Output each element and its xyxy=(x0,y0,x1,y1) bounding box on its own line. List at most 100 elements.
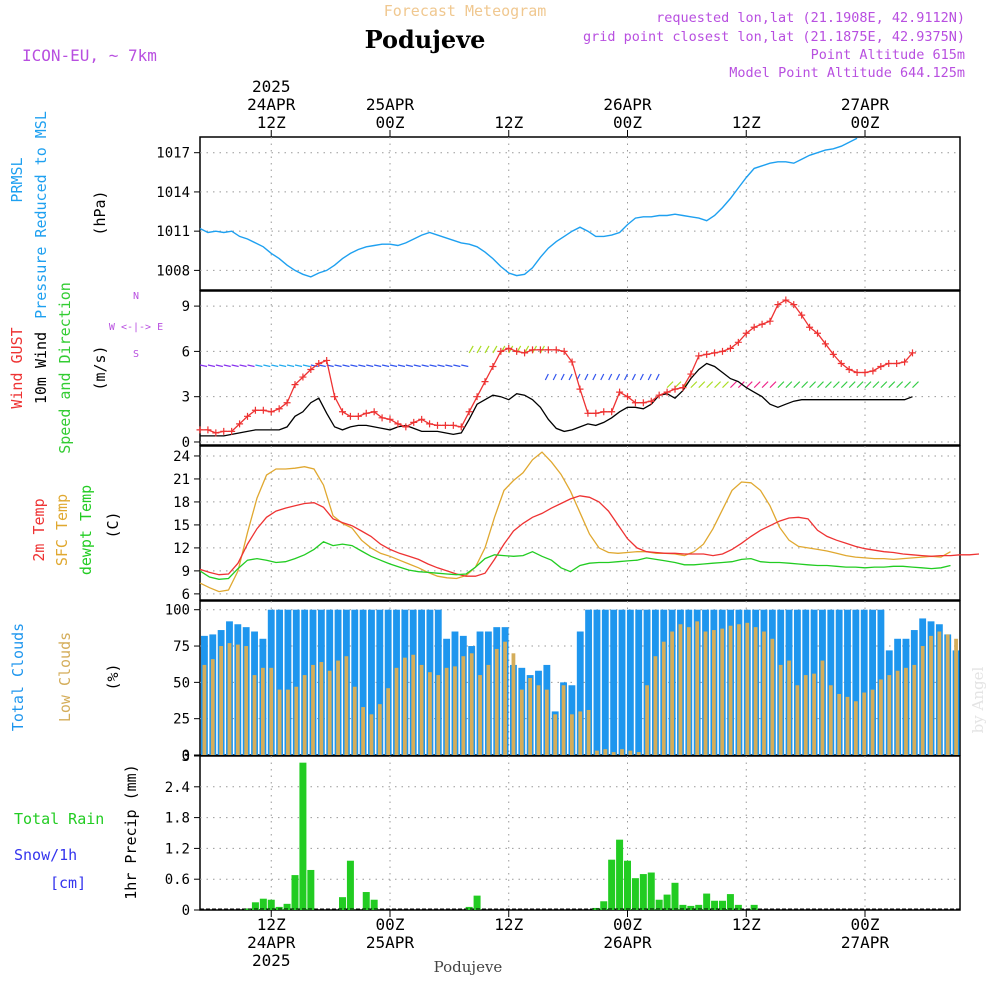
low-cloud-bar xyxy=(820,660,825,755)
total-cloud-bar xyxy=(869,609,876,755)
low-cloud-bar xyxy=(261,667,265,755)
requested-coords: requested lon,lat (21.1908E, 42.9112N) xyxy=(656,10,965,26)
gust-marker xyxy=(362,409,370,417)
gust-marker xyxy=(600,408,608,416)
precip-bar xyxy=(473,895,481,910)
gust-marker xyxy=(315,359,323,367)
low-cloud-bar xyxy=(519,689,524,755)
wind-arrow xyxy=(888,381,896,389)
low-cloud-bar xyxy=(394,667,399,755)
precip-label-rain: Total Rain xyxy=(14,810,104,828)
wind-ytick-label: 9 xyxy=(182,299,190,315)
wind-arrow xyxy=(706,381,714,389)
precip-bar xyxy=(592,907,600,910)
low-cloud-bar xyxy=(461,656,466,755)
total-cloud-bar xyxy=(793,609,801,755)
low-cloud-bar xyxy=(887,675,892,755)
wind-arrow xyxy=(872,381,880,389)
low-cloud-bar xyxy=(536,685,541,755)
wind-arrow xyxy=(655,373,660,381)
wind-arrow xyxy=(817,381,824,389)
gust-marker xyxy=(299,373,307,381)
gust-marker xyxy=(449,421,457,429)
bottom-caption: Podujeve xyxy=(434,958,503,976)
gust-marker xyxy=(552,346,560,354)
plot-layer: 1008101110141017036969121518212402550751… xyxy=(156,77,980,970)
top-time-label: 25APR xyxy=(366,95,415,114)
top-time-label: 00Z xyxy=(376,113,405,132)
precip-bar xyxy=(624,860,631,910)
low-cloud-bar xyxy=(728,625,733,755)
top-time-label: 00Z xyxy=(613,113,642,132)
gust-marker xyxy=(402,423,410,431)
precip-bar xyxy=(631,878,639,910)
low-cloud-bar xyxy=(720,628,725,755)
wind-arrow xyxy=(334,364,342,368)
bottom-time-label: 27APR xyxy=(841,933,890,952)
wind-arrow xyxy=(785,381,793,389)
gust-marker xyxy=(861,369,869,377)
low-cloud-bar xyxy=(912,664,917,755)
low-cloud-bar xyxy=(828,685,833,755)
total-cloud-bar xyxy=(852,609,860,755)
gust-marker xyxy=(441,421,449,429)
wind-arrow xyxy=(896,381,904,389)
wind-arrow xyxy=(286,364,295,368)
compass-n: N xyxy=(133,291,139,302)
gust-marker xyxy=(719,347,726,355)
gust-marker xyxy=(901,358,909,366)
gust-marker xyxy=(560,347,568,355)
low-cloud-bar xyxy=(795,685,800,755)
precip-bar xyxy=(750,904,758,910)
precip-ytick-label: 1.2 xyxy=(165,841,190,857)
gust-marker xyxy=(521,349,529,357)
low-cloud-bar xyxy=(803,675,808,755)
gust-marker xyxy=(457,423,465,431)
wind-arrow xyxy=(358,364,366,368)
wind-arrow xyxy=(381,364,390,368)
gust-marker xyxy=(893,359,901,367)
wind-arrow xyxy=(864,381,872,389)
gust-marker xyxy=(418,415,426,423)
bottom-time-label: 25APR xyxy=(366,933,415,952)
low-cloud-bar xyxy=(528,678,533,755)
wind-arrow xyxy=(769,381,777,389)
bottom-time-label: 24APR xyxy=(247,933,296,952)
precip-bar xyxy=(719,900,726,910)
precip-ytick-label: 3 xyxy=(182,749,190,765)
wind-arrow xyxy=(832,381,840,389)
gust-marker xyxy=(346,412,354,420)
wind-arrow xyxy=(342,364,350,368)
wind-arrow xyxy=(263,364,271,368)
gust-marker xyxy=(734,338,742,346)
low-cloud-bar xyxy=(327,670,332,755)
low-cloud-bar xyxy=(444,667,449,755)
wind-arrow xyxy=(616,373,621,381)
wind-arrow xyxy=(714,381,722,389)
gust-marker xyxy=(829,350,837,358)
low-cloud-bar xyxy=(628,750,633,755)
gust-marker xyxy=(378,414,386,422)
gust-marker xyxy=(204,426,212,434)
wind-arrow xyxy=(568,373,573,381)
low-cloud-bar xyxy=(695,621,700,755)
pressure-labels: PRMSL Pressure Reduced to MSL (hPa) xyxy=(8,111,109,319)
cloud-labels: Total Clouds Low Clouds (%) xyxy=(9,623,122,731)
sfc-temp-line xyxy=(199,451,951,593)
total-cloud-bar xyxy=(351,609,359,755)
low-cloud-bar xyxy=(929,635,933,755)
gust-marker xyxy=(529,346,536,354)
super-title: Forecast Meteogram xyxy=(384,2,547,20)
pressure-frame xyxy=(199,136,961,291)
gust-marker xyxy=(568,358,576,366)
wind-arrow xyxy=(453,364,461,368)
low-cloud-bar xyxy=(544,689,549,755)
top-time-label: 2025 xyxy=(252,77,291,96)
low-cloud-bar xyxy=(336,660,340,755)
wind-ytick-label: 3 xyxy=(182,390,190,406)
low-cloud-bar xyxy=(352,686,357,755)
temperature-frame xyxy=(199,445,961,601)
gust-marker xyxy=(821,340,829,348)
gust-marker xyxy=(236,420,244,428)
temp-labels: 2m Temp SFC Temp dewpt Temp (C) xyxy=(30,485,122,575)
